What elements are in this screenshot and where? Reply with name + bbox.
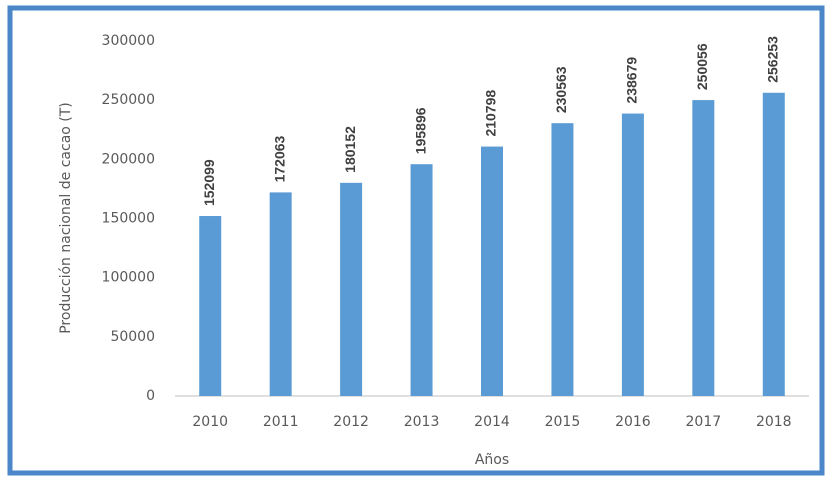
bar xyxy=(410,164,433,396)
bar xyxy=(269,192,292,396)
y-tick-label: 300000 xyxy=(102,33,155,49)
frame xyxy=(7,5,825,476)
x-tick-label: 2017 xyxy=(686,414,722,430)
bar xyxy=(481,146,503,396)
y-axis-label: Producción nacional de cacao (T) xyxy=(58,102,74,334)
x-tick-label: 2018 xyxy=(756,414,792,430)
y-tick-label: 50000 xyxy=(110,329,155,345)
data-label: 180152 xyxy=(342,126,358,173)
bar xyxy=(621,113,644,397)
data-label: 256253 xyxy=(764,36,780,83)
y-tick-label: 250000 xyxy=(102,92,155,108)
x-tick-label: 2012 xyxy=(333,414,369,430)
x-axis-label: Años xyxy=(475,452,509,468)
data-label: 152099 xyxy=(201,159,217,206)
x-tick-label: 2010 xyxy=(192,414,228,430)
bar xyxy=(762,92,785,397)
x-tick-label: 2013 xyxy=(404,414,440,430)
x-tick-label: 2016 xyxy=(615,414,651,430)
x-tick-label: 2015 xyxy=(545,414,581,430)
bar xyxy=(692,100,715,396)
y-tick-label: 200000 xyxy=(102,151,155,167)
y-tick-label: 150000 xyxy=(102,211,155,227)
data-label: 230563 xyxy=(553,66,569,113)
x-tick-label: 2014 xyxy=(474,414,510,430)
data-label: 250056 xyxy=(694,43,710,90)
data-label: 172063 xyxy=(271,135,287,182)
data-label: 195896 xyxy=(412,107,428,154)
bar xyxy=(199,216,222,396)
y-tick-label: 0 xyxy=(146,388,155,404)
bar xyxy=(340,182,363,396)
bar xyxy=(551,123,574,396)
data-label: 210798 xyxy=(483,90,499,137)
x-tick-label: 2011 xyxy=(263,414,299,430)
data-label: 238679 xyxy=(624,57,640,104)
y-tick-label: 100000 xyxy=(102,270,155,286)
